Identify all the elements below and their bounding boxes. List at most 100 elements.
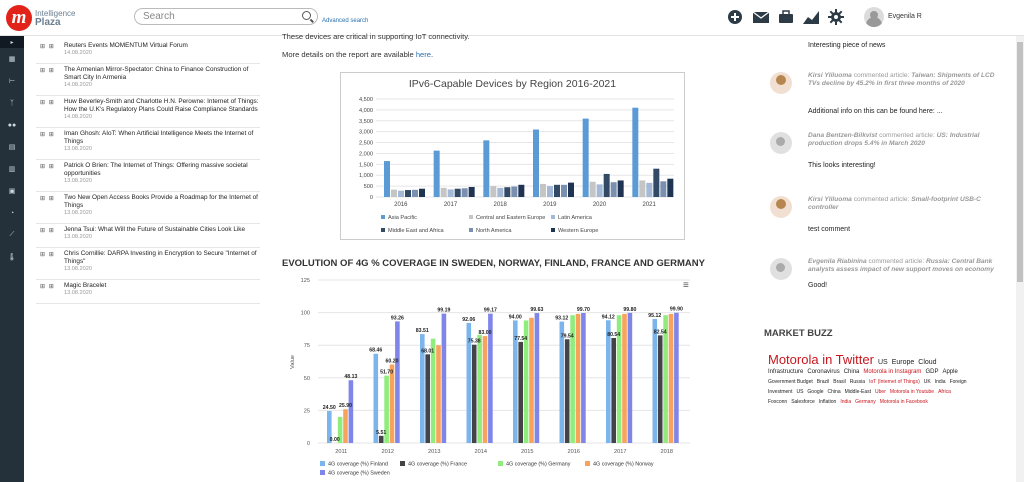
- comment-author[interactable]: Evgenila Riabinina: [808, 258, 867, 265]
- search-input[interactable]: Search: [134, 8, 318, 25]
- briefcase-icon[interactable]: [778, 9, 794, 25]
- search-icon[interactable]: [302, 11, 311, 20]
- news-list-item[interactable]: ⊞ ⊞ Chris Cornillie: DARPA Investing in E…: [36, 248, 260, 280]
- sidebar-item-trend[interactable]: ⟋: [0, 224, 24, 246]
- tag-cloud-word[interactable]: Russia: [849, 379, 866, 385]
- sidebar-item-users[interactable]: ●●: [0, 114, 24, 136]
- news-title[interactable]: Jenna Tsui: What Will the Future of Sust…: [64, 226, 246, 233]
- tag-cloud-word[interactable]: Motorola in Youtube: [889, 389, 935, 395]
- news-list-item[interactable]: ⊞ ⊞ Iman Ghosh: AIoT: When Artificial Int…: [36, 128, 260, 160]
- news-list-item[interactable]: ⊞ ⊞ Jenna Tsui: What Will the Future of S…: [36, 224, 260, 248]
- tag-cloud-word[interactable]: Cloud: [918, 359, 937, 366]
- scrollbar-thumb[interactable]: [1017, 42, 1023, 282]
- tag-cloud-word[interactable]: Coronavirus: [807, 369, 840, 375]
- news-title[interactable]: Iman Ghosh: AIoT: When Artificial Intell…: [64, 130, 254, 145]
- news-title[interactable]: Two New Open Access Books Provide a Road…: [64, 194, 258, 209]
- scrollbar[interactable]: [1016, 36, 1024, 482]
- comment-author[interactable]: Dana Bentzen-Bilkvist: [808, 132, 878, 139]
- comment-article-link[interactable]: US: Industrial production drops 5.4% in …: [808, 132, 980, 148]
- tag-cloud-word[interactable]: Middle-East: [844, 389, 872, 395]
- news-title[interactable]: Patrick O Brien: The Internet of Things:…: [64, 162, 248, 177]
- sidebar-item-temp[interactable]: 🌡︎: [0, 246, 24, 268]
- comment-author[interactable]: Kirsi Yliluoma: [808, 196, 852, 203]
- tag-cloud-word[interactable]: Apple: [942, 369, 958, 375]
- comment-article-link[interactable]: Taiwan: Shipments of LCD TVs decline by …: [808, 72, 995, 88]
- legend-label[interactable]: 4G coverage (%) Sweden: [328, 471, 390, 477]
- tag-cloud-word[interactable]: Investment: [768, 389, 793, 395]
- avatar[interactable]: [864, 7, 884, 27]
- expand-icon[interactable]: ⊞ ⊞: [40, 44, 55, 50]
- comment-author[interactable]: Kirsi Yliluoma: [808, 72, 852, 79]
- tag-cloud-word[interactable]: Infrastructure: [768, 369, 804, 375]
- tag-cloud-word[interactable]: Brazil: [816, 379, 830, 385]
- news-list-item[interactable]: ⊞ ⊞ Patrick O Brien: The Internet of Thin…: [36, 160, 260, 192]
- add-icon[interactable]: [727, 9, 743, 25]
- news-title[interactable]: Magic Bracelet: [64, 282, 107, 289]
- tag-cloud-word[interactable]: Germany: [855, 399, 876, 405]
- tag-cloud-word[interactable]: Brasil: [833, 379, 846, 385]
- avatar[interactable]: [770, 132, 792, 154]
- logo[interactable]: m Intelligence Plaza: [6, 4, 75, 32]
- news-list-item[interactable]: ⊞ ⊞ Huw Beverley-Smith and Charlotte H.N.…: [36, 96, 260, 128]
- sidebar-item-dashboard[interactable]: ▦: [0, 48, 24, 70]
- legend-label[interactable]: 4G coverage (%) Norway: [593, 462, 654, 468]
- tag-cloud-word[interactable]: Salesforce: [791, 399, 815, 405]
- avatar[interactable]: [770, 196, 792, 218]
- tag-cloud-word[interactable]: China: [827, 389, 841, 395]
- expand-icon[interactable]: ⊞ ⊞: [40, 132, 55, 138]
- legend-swatch[interactable]: [400, 461, 405, 466]
- expand-icon[interactable]: ⊞ ⊞: [40, 68, 55, 74]
- news-title[interactable]: Reuters Events MOMENTUM Virtual Forum: [64, 42, 188, 49]
- sidebar-item-docs[interactable]: ▤: [0, 136, 24, 158]
- sidebar-toggle[interactable]: ▸: [0, 36, 24, 48]
- news-title[interactable]: Huw Beverley-Smith and Charlotte H.N. Pe…: [64, 98, 259, 113]
- tag-cloud-word[interactable]: India: [934, 379, 946, 385]
- expand-icon[interactable]: ⊞ ⊞: [40, 228, 55, 234]
- analytics-icon[interactable]: [802, 9, 820, 25]
- tag-cloud-word[interactable]: Google: [807, 389, 824, 395]
- news-list-item[interactable]: ⊞ ⊞ Two New Open Access Books Provide a R…: [36, 192, 260, 224]
- tag-cloud-word[interactable]: Motorola in Instagram: [863, 369, 922, 375]
- news-list-item[interactable]: ⊞ ⊞ Magic Bracelet 13.08.2020: [36, 280, 260, 304]
- tag-cloud-word[interactable]: US: [796, 389, 804, 395]
- legend-label[interactable]: 4G coverage (%) France: [408, 462, 467, 468]
- news-title[interactable]: Chris Cornillie: DARPA Investing in Encr…: [64, 250, 257, 265]
- sidebar-item-tree[interactable]: ⊢: [0, 70, 24, 92]
- news-title[interactable]: The Armenian Mirror-Spectator: China to …: [64, 66, 249, 81]
- expand-icon[interactable]: ⊞ ⊞: [40, 252, 55, 258]
- expand-icon[interactable]: ⊞ ⊞: [40, 164, 55, 170]
- sidebar-item-pie[interactable]: ◔: [0, 202, 24, 224]
- tag-cloud-word[interactable]: GDP: [925, 369, 939, 375]
- legend-label[interactable]: 4G coverage (%) Finland: [328, 462, 388, 468]
- legend-label[interactable]: 4G coverage (%) Germany: [506, 462, 571, 468]
- news-list-item[interactable]: ⊞ ⊞ The Armenian Mirror-Spectator: China …: [36, 64, 260, 96]
- tag-cloud-word[interactable]: China: [843, 369, 860, 375]
- user-name[interactable]: Evgenila R: [888, 13, 922, 20]
- tag-cloud-word[interactable]: Motorola in Twitter: [768, 352, 874, 367]
- tag-cloud-word[interactable]: Foxconn: [768, 399, 788, 405]
- sidebar-item-book[interactable]: ▥: [0, 158, 24, 180]
- legend-swatch[interactable]: [498, 461, 503, 466]
- expand-icon[interactable]: ⊞ ⊞: [40, 100, 55, 106]
- avatar[interactable]: [770, 72, 792, 94]
- gear-icon[interactable]: [828, 9, 844, 25]
- sidebar-item-calendar[interactable]: ▣: [0, 180, 24, 202]
- news-list-item[interactable]: ⊞ ⊞ Reuters Events MOMENTUM Virtual Forum…: [36, 40, 260, 64]
- expand-icon[interactable]: ⊞ ⊞: [40, 196, 55, 202]
- tag-cloud-word[interactable]: Europe: [891, 359, 915, 366]
- chart-menu-icon[interactable]: ≡: [683, 280, 689, 291]
- tag-cloud-word[interactable]: UK: [923, 379, 931, 385]
- tag-cloud-word[interactable]: US: [877, 359, 888, 366]
- avatar[interactable]: [770, 258, 792, 280]
- comment-article-link[interactable]: Small-footprint USB-C controller: [808, 196, 981, 212]
- expand-icon[interactable]: ⊞ ⊞: [40, 284, 55, 290]
- tag-cloud-word[interactable]: Africa: [938, 389, 951, 395]
- tag-cloud-word[interactable]: IoT (Internet of Things): [869, 379, 920, 385]
- tag-cloud-word[interactable]: Uber: [875, 389, 886, 395]
- legend-swatch[interactable]: [320, 461, 325, 466]
- legend-swatch[interactable]: [585, 461, 590, 466]
- sidebar-item-signal[interactable]: ᛉ: [0, 92, 24, 114]
- mail-icon[interactable]: [752, 9, 770, 25]
- report-link[interactable]: here: [415, 50, 432, 59]
- tag-cloud-word[interactable]: Inflation: [818, 399, 837, 405]
